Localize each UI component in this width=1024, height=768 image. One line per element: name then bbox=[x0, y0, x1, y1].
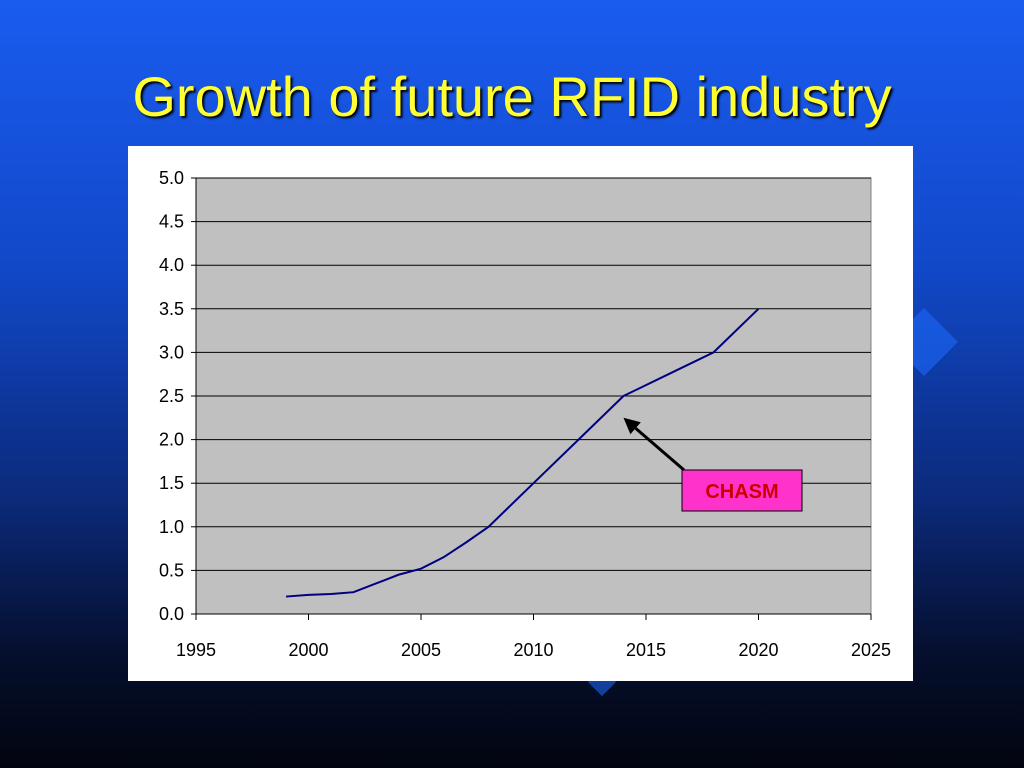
y-tick-label: 5.0 bbox=[159, 168, 184, 188]
x-tick-label: 2005 bbox=[401, 640, 441, 660]
line-chart: 0.0 0.5 1.0 1.5 2.0 2.5 3.0 3.5 4.0 4.5 5.0 1995 200… bbox=[159, 168, 891, 660]
y-tick-label: 4.0 bbox=[159, 255, 184, 275]
annotation-arrow-shaft bbox=[634, 427, 685, 472]
annotation-box bbox=[681, 469, 803, 512]
y-tick-label: 0.5 bbox=[159, 560, 184, 580]
y-tick-label: 1.5 bbox=[159, 473, 184, 493]
x-tick-label: 1995 bbox=[176, 640, 216, 660]
x-tick-label: 2015 bbox=[626, 640, 666, 660]
x-tick-label: 2020 bbox=[738, 640, 778, 660]
y-tick-label: 2.0 bbox=[159, 430, 184, 450]
x-tick-label: 2000 bbox=[288, 640, 328, 660]
y-tick-label: 1.0 bbox=[159, 517, 184, 537]
chart-container: 0.0 0.5 1.0 1.5 2.0 2.5 3.0 3.5 4.0 4.5 5.0 1995 200… bbox=[128, 146, 913, 681]
slide-title: Growth of future RFID industry bbox=[132, 65, 892, 128]
annotation-arrow-head bbox=[623, 417, 641, 435]
y-tick-label: 2.5 bbox=[159, 386, 184, 406]
y-tick-label: 3.0 bbox=[159, 342, 184, 362]
y-tick-label: 0.0 bbox=[159, 604, 184, 624]
annotation-label: CHASM bbox=[705, 481, 778, 503]
y-tick-label: 4.5 bbox=[159, 212, 184, 232]
series-line bbox=[285, 308, 760, 598]
y-tick-label: 3.5 bbox=[159, 299, 184, 319]
x-tick-label: 2010 bbox=[513, 640, 553, 660]
x-tick-label: 2025 bbox=[851, 640, 891, 660]
